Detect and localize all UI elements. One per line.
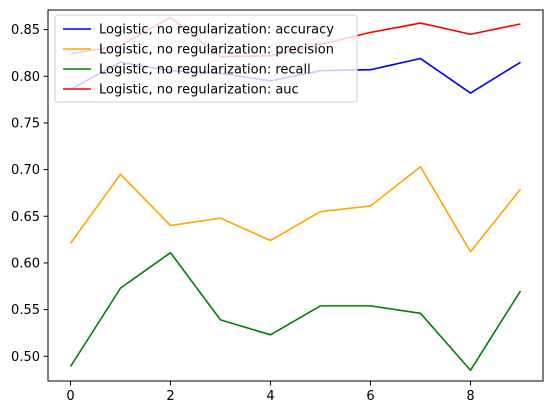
x-tick-label: 8: [466, 389, 474, 404]
y-tick-label: 0.80: [11, 70, 40, 85]
legend-box: [54, 14, 358, 103]
series-line-3: [69, 251, 522, 372]
y-tick-label: 0.70: [11, 163, 40, 178]
y-tick-label: 0.85: [11, 23, 40, 38]
x-tick-label: 4: [266, 389, 274, 404]
y-tick-label: 0.60: [11, 256, 40, 271]
y-tick-label: 0.50: [11, 350, 40, 365]
legend: Logistic, no regularization: accuracy Log…: [54, 14, 358, 103]
legend-label-1: Logistic, no regularization: accuracy: [99, 23, 334, 38]
legend-label-3: Logistic, no regularization: recall: [99, 63, 311, 78]
y-tick-label: 0.55: [11, 303, 40, 318]
plot-frame: [47, 9, 544, 382]
y-tick-label: 0.65: [11, 210, 40, 225]
x-tick-label: 6: [366, 389, 374, 404]
x-tick-label: 2: [166, 389, 174, 404]
y-tick-label: 0.75: [11, 116, 40, 131]
y-axis: 0.50 0.55 0.60 0.65 0.70 0.75 0.80 0.85: [11, 23, 48, 365]
series-line-2: [69, 166, 522, 253]
x-axis: 0 2 4 6 8: [66, 381, 475, 404]
x-tick-label: 0: [66, 389, 74, 404]
legend-label-2: Logistic, no regularization: precision: [99, 43, 334, 58]
legend-label-4: Logistic, no regularization: auc: [99, 83, 299, 98]
